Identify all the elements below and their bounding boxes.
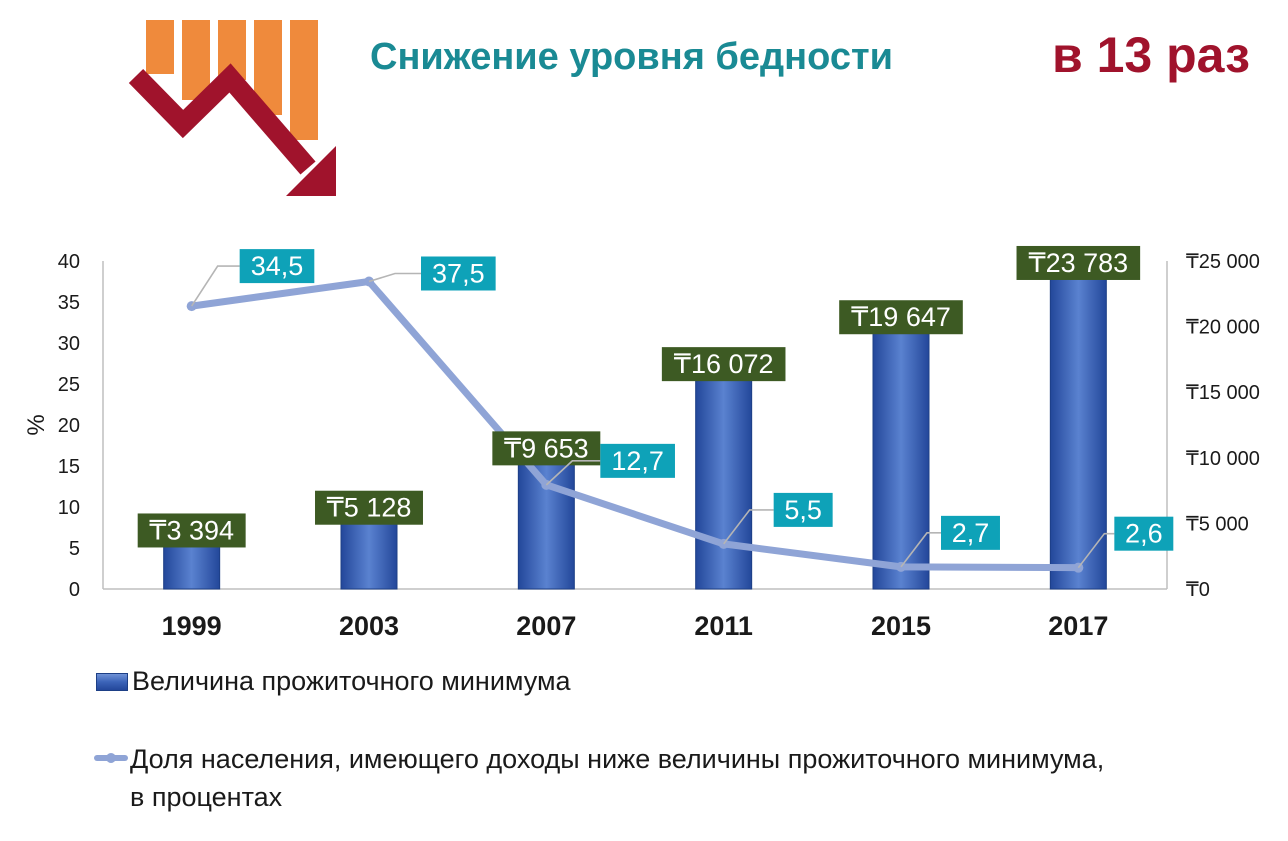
bar [695, 377, 753, 590]
y-right-tick-label: ₸10 000 [1186, 448, 1260, 470]
x-tick-label: 2015 [871, 611, 931, 641]
y-left-tick-label: 35 [58, 292, 80, 314]
y-left-tick-label: 15 [58, 456, 80, 478]
y-left-tick-label: 40 [58, 251, 80, 273]
y-right-tick-label: ₸5 000 [1186, 513, 1249, 535]
bar-data-label: ₸16 072 [674, 349, 774, 379]
y-left-tick-label: 10 [58, 497, 80, 519]
bar-data-label: ₸19 647 [851, 302, 951, 332]
bar [340, 521, 398, 590]
y-right-tick-label: ₸15 000 [1186, 382, 1260, 404]
bar-data-label-box [137, 513, 246, 548]
legend-line-label: Доля населения, имеющего доходы ниже вел… [130, 740, 1104, 816]
line-data-label: 2,7 [952, 518, 990, 548]
line-data-label-box [600, 443, 675, 478]
line-label-leader [190, 265, 240, 307]
headline-reduction: в 13 раз [1052, 27, 1250, 83]
line-series [188, 278, 1082, 572]
line-data-label-box [941, 515, 1000, 550]
x-tick-label: 2017 [1048, 611, 1108, 641]
line-data-label: 5,5 [784, 495, 822, 525]
y-left-tick-label: 5 [69, 538, 80, 560]
line-data-label: 12,7 [611, 446, 664, 476]
line-label-leader [1077, 532, 1115, 569]
line-data-label-box [421, 256, 496, 291]
x-tick-label: 2011 [694, 611, 753, 641]
bar-data-label: ₸9 653 [504, 433, 589, 463]
page-title: Снижение уровня бедности [370, 36, 893, 78]
y-left-tick-label: 20 [58, 415, 80, 437]
y-right-tick-label: ₸25 000 [1186, 251, 1260, 273]
y-left-tick-label: 0 [69, 579, 80, 601]
line-label-leader [545, 460, 601, 486]
legend-line-swatch [94, 740, 128, 776]
declining-bars-arrow-icon [128, 20, 336, 196]
bar [872, 330, 930, 590]
line-data-label-box [239, 249, 315, 284]
legend-line-label-line-1: Доля населения, имеющего доходы ниже вел… [130, 744, 1105, 774]
legend-item-bar: Величина прожиточного минимума [96, 666, 571, 697]
line-label-leader [723, 509, 774, 545]
bar-data-label: ₸5 128 [327, 493, 412, 523]
y-left-axis-title: % [23, 414, 50, 435]
y-left-tick-label: 25 [58, 374, 80, 396]
line-label-leader [368, 272, 421, 283]
line-label-leader [900, 532, 941, 568]
bar [1049, 276, 1107, 590]
combo-chart: 0 5 10 15 20 25 30 35 40% ₸0 ₸5 000 ₸10 000 ₸15 000 ₸… [23, 245, 1260, 641]
line-data-label: 34,5 [251, 251, 304, 281]
x-tick-label: 2003 [339, 611, 399, 641]
line-data-label-box [1114, 516, 1174, 551]
bar-data-label-box [839, 300, 963, 335]
y-right-tick-label: ₸20 000 [1186, 317, 1260, 339]
x-tick-label: 1999 [162, 611, 222, 641]
line-data-label-box [773, 492, 833, 527]
legend-bar-swatch [96, 672, 128, 691]
line-data-label: 37,5 [432, 259, 485, 289]
y-right-tick-label: ₸0 [1186, 579, 1210, 601]
bar-data-label: ₸23 783 [1028, 248, 1128, 278]
bar [163, 543, 221, 590]
bar-data-label: ₸3 394 [149, 515, 234, 545]
y-left-tick-label: 30 [58, 333, 80, 355]
x-tick-label: 2007 [516, 611, 576, 641]
legend-line-label-line-2: в процентах [130, 782, 283, 812]
bar-data-label-box [1016, 245, 1141, 280]
legend-item-line: Доля населения, имеющего доходы ниже вел… [94, 740, 1104, 816]
bar-data-label-box [492, 431, 601, 466]
legend-bar-label: Величина прожиточного минимума [132, 666, 571, 696]
bar-data-label-box [661, 347, 786, 382]
line-data-label: 2,6 [1125, 519, 1163, 549]
bar-data-label-box [315, 490, 423, 525]
